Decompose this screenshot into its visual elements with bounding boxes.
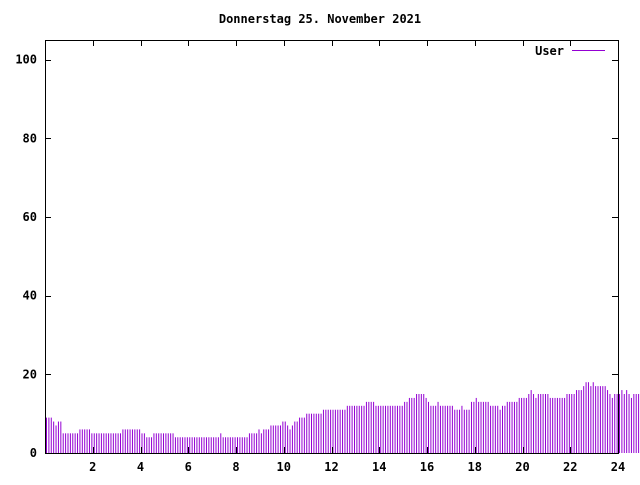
x-tick-label: 6 <box>185 460 192 474</box>
x-tick-label: 24 <box>611 460 625 474</box>
y-tick-label: 0 <box>30 446 37 460</box>
x-tick-label: 18 <box>468 460 482 474</box>
x-tick-label: 14 <box>372 460 386 474</box>
x-tick-label: 8 <box>232 460 239 474</box>
x-tick-label: 2 <box>89 460 96 474</box>
x-tick-label: 20 <box>515 460 529 474</box>
x-tick-label: 16 <box>420 460 434 474</box>
y-tick-label: 100 <box>15 53 37 67</box>
x-tick-label: 22 <box>563 460 577 474</box>
x-tick-label: 10 <box>277 460 291 474</box>
y-axis: 0 20 40 60 80 100 <box>15 53 618 460</box>
bars-group <box>47 382 640 453</box>
legend: User <box>535 44 605 58</box>
x-tick-label: 12 <box>324 460 338 474</box>
y-tick-label: 60 <box>23 210 37 224</box>
legend-label: User <box>535 44 564 58</box>
plot-frame <box>46 41 619 454</box>
y-tick-label: 40 <box>23 289 37 303</box>
y-tick-label: 20 <box>23 367 37 381</box>
y-tick-label: 80 <box>23 131 37 145</box>
x-tick-label: 4 <box>137 460 144 474</box>
